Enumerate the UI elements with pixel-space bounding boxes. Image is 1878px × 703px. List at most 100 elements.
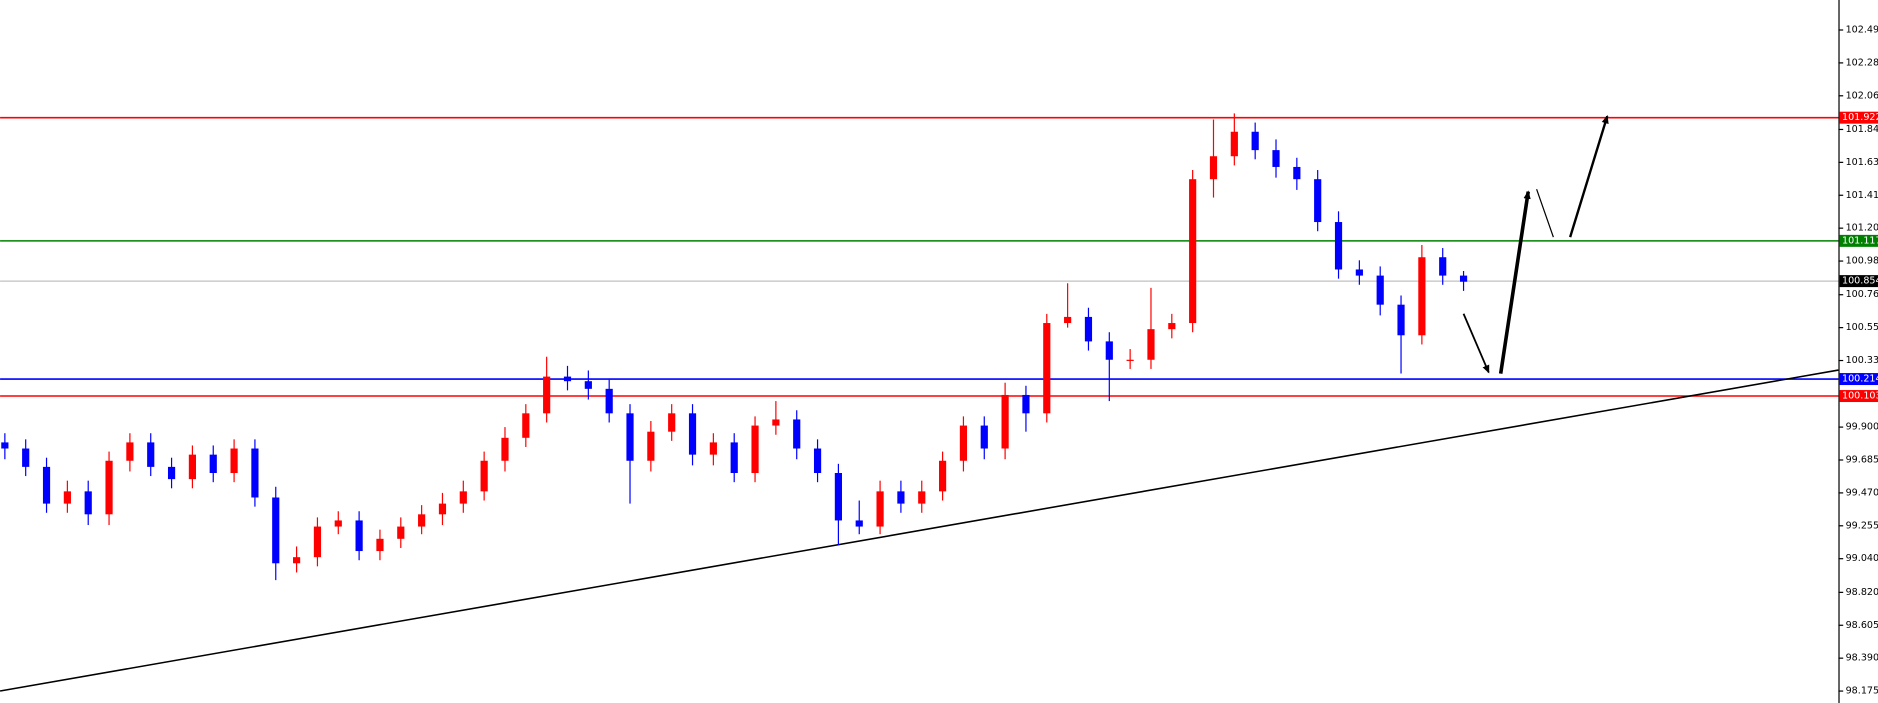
candle-body (84, 491, 92, 515)
candle-body (1084, 316, 1093, 342)
y-tick-label: 102.495 (1846, 24, 1878, 35)
candle-body (418, 514, 426, 527)
candle-body (1355, 269, 1363, 276)
candle-body (772, 419, 780, 426)
candle-body (1, 442, 9, 449)
candle-body (980, 425, 988, 449)
candle-body (1126, 359, 1134, 361)
candle-body (1105, 341, 1113, 360)
candle-body (1147, 329, 1155, 360)
candle-body (1064, 316, 1072, 324)
y-tick-label: 100.985 (1846, 256, 1878, 267)
y-tick-label: 99.470 (1846, 487, 1878, 498)
candle-body (1376, 275, 1384, 305)
candle-body (897, 491, 905, 504)
candle-body (793, 419, 801, 449)
y-tick-label: 101.415 (1846, 190, 1878, 201)
y-tick-label: 99.685 (1846, 454, 1878, 465)
candle-body (251, 448, 259, 498)
candle-body (376, 538, 384, 552)
y-tick-label: 101.845 (1846, 124, 1878, 135)
candle-body (1439, 257, 1447, 276)
candle-body (1230, 131, 1238, 157)
trend-line (0, 369, 1839, 692)
candle-body (459, 491, 467, 504)
forecast-arrows (1462, 115, 1609, 374)
candle-body (480, 460, 488, 492)
candle-body (1022, 394, 1030, 414)
y-tick-label: 102.065 (1846, 90, 1878, 101)
candle-body (876, 491, 884, 527)
candle-body (1251, 131, 1259, 151)
levels (0, 116, 1839, 397)
y-tick-label: 100.550 (1846, 322, 1878, 333)
candle-body (855, 520, 863, 527)
candle-body (543, 376, 551, 414)
candle-body (272, 497, 280, 564)
y-tick-label: 101.200 (1846, 223, 1878, 234)
y-tick-label: 102.280 (1846, 57, 1878, 68)
candle-body (1189, 179, 1197, 324)
candle-body (584, 381, 592, 389)
candle-body (918, 491, 926, 504)
y-tick-label: 100.765 (1846, 289, 1878, 300)
candle-body (668, 413, 676, 432)
candle-body (209, 454, 217, 474)
candle-body (1334, 222, 1343, 270)
candle-body (522, 413, 530, 438)
level-label: 101.922 (1842, 112, 1878, 123)
candle-body (1272, 150, 1280, 167)
candle-body (313, 526, 322, 558)
level-label: 100.854 (1842, 276, 1878, 287)
candle-body (939, 460, 947, 492)
y-tick-label: 98.605 (1846, 620, 1878, 631)
arrow-pullback (1536, 189, 1554, 238)
candle-body (1314, 179, 1322, 223)
y-tick-label: 99.255 (1846, 520, 1878, 531)
candle-body (709, 442, 717, 455)
y-tick-label: 99.040 (1846, 553, 1878, 564)
level-label-bg (1839, 373, 1878, 386)
price-axis: 102.495 102.280 102.065 101.845 101.630 101.4… (1838, 24, 1878, 697)
arrow-up (1498, 190, 1531, 374)
candle-body (126, 442, 134, 461)
candle-body (1293, 166, 1301, 180)
candle-body (334, 520, 342, 527)
candle-body (688, 413, 697, 455)
y-tick-label: 99.900 (1846, 422, 1878, 433)
level-label: 101.117 (1842, 235, 1878, 246)
candle-body (834, 473, 842, 521)
candle-body (147, 442, 155, 467)
candle-body (293, 557, 301, 564)
candle-body (959, 425, 968, 461)
candle-body (730, 442, 738, 474)
arrow-down (1462, 313, 1490, 374)
candle-body (501, 437, 509, 461)
level-label-bg (1839, 234, 1878, 247)
candle-body (230, 448, 238, 474)
candle-body (1209, 156, 1218, 180)
y-tick-label: 101.630 (1846, 157, 1878, 168)
level-label: 100.214 (1842, 374, 1878, 385)
y-tick-label: 100.335 (1846, 355, 1878, 366)
candle-body (188, 454, 196, 480)
candle-body (355, 520, 363, 552)
candle-body (1168, 323, 1176, 330)
candle-body (1397, 304, 1405, 336)
candle-body (1043, 323, 1051, 414)
candle-body (22, 448, 30, 467)
candle-body (1418, 257, 1426, 336)
level-label-bg (1839, 111, 1878, 124)
candle-body (751, 425, 759, 474)
level-label-bg (1839, 390, 1878, 403)
candle-body (167, 466, 176, 480)
candle-body (647, 431, 655, 461)
arrow-up (1568, 115, 1609, 238)
level-label-bg (1839, 275, 1878, 288)
candle-body (1001, 394, 1009, 449)
candle-body (605, 388, 613, 414)
candle-body (397, 526, 405, 539)
candle-body (105, 460, 113, 515)
